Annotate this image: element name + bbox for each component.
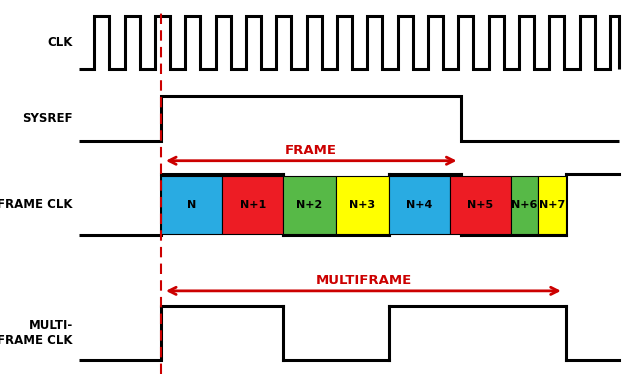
Text: N+6: N+6 [511, 200, 538, 210]
Bar [389, 176, 450, 234]
Bar [283, 176, 336, 234]
Text: N+5: N+5 [467, 200, 493, 210]
Bar [511, 176, 538, 234]
Text: FRAME CLK: FRAME CLK [0, 198, 73, 211]
Text: N+2: N+2 [296, 200, 323, 210]
Text: N+4: N+4 [406, 200, 432, 210]
Text: SYSREF: SYSREF [22, 112, 73, 125]
Bar [450, 176, 511, 234]
Bar [161, 176, 222, 234]
Text: N: N [187, 200, 197, 210]
Text: FRAME: FRAME [285, 144, 337, 157]
Text: MULTI-
FRAME CLK: MULTI- FRAME CLK [0, 319, 73, 347]
Text: MULTIFRAME: MULTIFRAME [315, 274, 411, 287]
Text: N+3: N+3 [349, 200, 375, 210]
Text: N+7: N+7 [538, 200, 565, 210]
Bar [336, 176, 389, 234]
Bar [538, 176, 566, 234]
Bar [222, 176, 283, 234]
Text: N+1: N+1 [240, 200, 266, 210]
Text: CLK: CLK [47, 36, 73, 49]
